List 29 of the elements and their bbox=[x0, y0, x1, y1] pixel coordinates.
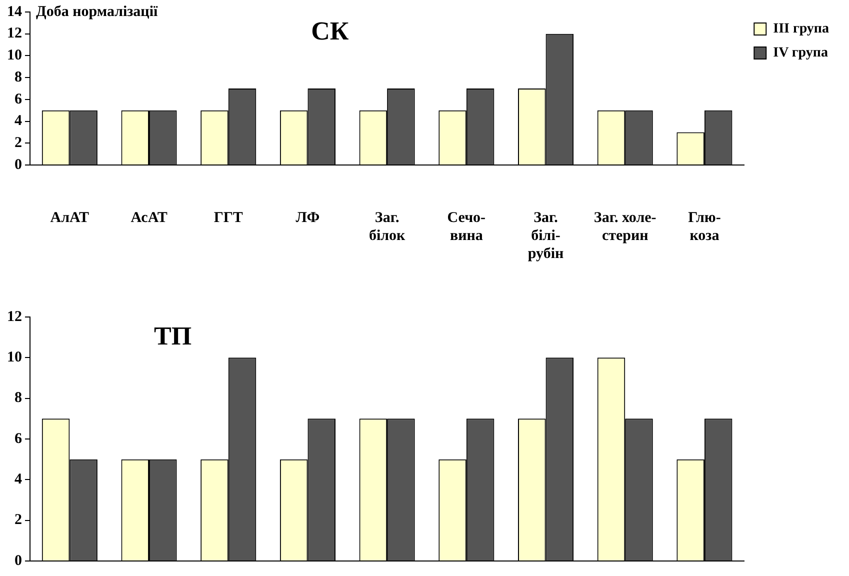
y-tick-label: 6 bbox=[14, 430, 22, 447]
y-tick-label: 2 bbox=[14, 135, 22, 152]
y-tick-label: 10 bbox=[7, 48, 22, 64]
x-tick-label: АлАТ bbox=[50, 210, 90, 226]
x-tick-label: ГГТ bbox=[214, 210, 243, 226]
x-tick-label: Заг. білок bbox=[368, 210, 406, 244]
y-tick-label: 0 bbox=[14, 552, 22, 569]
x-tick-label: АсАТ bbox=[130, 210, 168, 226]
y-tick-label: 6 bbox=[14, 91, 22, 108]
y-tick-label: 8 bbox=[14, 390, 22, 406]
y-tick-label: 12 bbox=[7, 308, 22, 325]
chart-title: ТП bbox=[154, 322, 192, 351]
legend-label: III група bbox=[773, 22, 830, 37]
y-tick-label: 4 bbox=[14, 113, 22, 130]
x-tick-label: Заг. білі- рубін bbox=[528, 210, 564, 262]
y-tick-label: 2 bbox=[14, 512, 22, 528]
y-axis-title: Доба нормалізації bbox=[36, 4, 158, 20]
y-tick-label: 10 bbox=[7, 350, 22, 366]
x-tick-label: Сечо- вина bbox=[447, 210, 486, 244]
y-tick-label: 0 bbox=[14, 156, 22, 173]
y-tick-label: 4 bbox=[14, 472, 22, 488]
y-tick-label: 8 bbox=[14, 69, 22, 86]
x-tick-label: Глю- коза bbox=[688, 210, 721, 244]
y-tick-label: 12 bbox=[7, 26, 22, 42]
y-tick-label: 14 bbox=[7, 4, 22, 20]
x-tick-label: Заг. холе- стерин bbox=[594, 210, 656, 244]
x-tick-label: ЛФ bbox=[296, 210, 320, 226]
legend-label: IV група bbox=[773, 46, 828, 61]
chart-title: СК bbox=[311, 16, 349, 46]
